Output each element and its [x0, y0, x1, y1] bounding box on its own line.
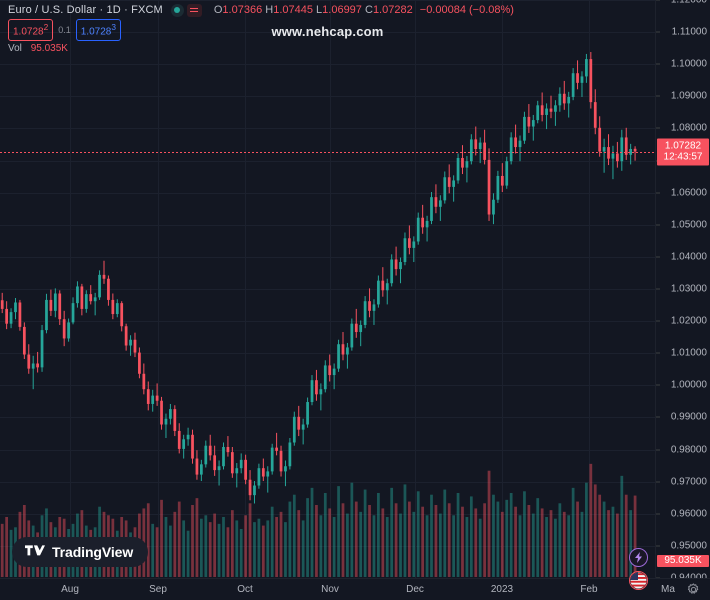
us-flag-icon[interactable]: [629, 571, 648, 590]
price-axis[interactable]: 1.120001.110001.100001.090001.080001.070…: [655, 0, 710, 584]
price-tick-dash: [656, 416, 660, 418]
price-tick-dash: [656, 31, 660, 33]
time-tick-label: Feb: [580, 584, 598, 595]
price-tick-label: 1.12000: [670, 0, 707, 6]
price-tick-dash: [656, 320, 660, 322]
price-tick-dash: [656, 224, 660, 226]
price-tick-dash: [656, 127, 660, 129]
price-tick-label: 1.00000: [670, 379, 707, 391]
candlestick-series: [0, 52, 637, 504]
price-tick-label: 1.08000: [670, 122, 707, 134]
price-tick-label: 1.05000: [670, 219, 707, 231]
price-tick-label: 0.99000: [670, 411, 707, 423]
price-tick-dash: [656, 63, 660, 65]
price-tick-dash: [656, 256, 660, 258]
price-tick-label: 1.01000: [670, 347, 707, 359]
chart-gridlines: [0, 0, 655, 578]
time-tick-label: 2023: [490, 584, 514, 595]
price-tick-dash: [656, 481, 660, 483]
price-tick-label: 1.06000: [670, 187, 707, 199]
chart-plot-area[interactable]: [0, 0, 655, 578]
price-tick-dash: [656, 384, 660, 386]
time-tick-label: Aug: [61, 584, 79, 595]
lightning-bolt-icon[interactable]: [629, 548, 648, 567]
price-tick-dash: [656, 352, 660, 354]
price-tick-dash: [656, 545, 660, 547]
price-tick-dash: [656, 288, 660, 290]
price-tick-label: 0.98000: [670, 444, 707, 456]
price-tick-label: 1.03000: [670, 283, 707, 295]
current-price-line: [0, 152, 655, 153]
current-price-badge-time: 12:43:57: [663, 151, 703, 162]
current-price-badge[interactable]: 1.07282 12:43:57: [657, 138, 709, 165]
us-flag-glyph: [630, 572, 647, 589]
current-price-badge-price: 1.07282: [664, 140, 702, 151]
tradingview-logo-text: TradingView: [52, 544, 134, 560]
price-tick-dash: [656, 0, 660, 1]
price-tick-label: 0.97000: [670, 476, 707, 488]
price-tick-label: 1.09000: [670, 90, 707, 102]
price-tick-label: 1.11000: [671, 26, 707, 38]
time-tick-label: Nov: [321, 584, 339, 595]
volume-badge[interactable]: 95.035K: [657, 555, 709, 567]
price-tick-label: 1.10000: [670, 58, 707, 70]
price-tick-label: 0.95000: [670, 540, 707, 552]
lightning-glyph: [634, 552, 642, 563]
time-tick-label: Ma: [661, 584, 675, 595]
time-tick-label: Sep: [149, 584, 167, 595]
time-axis[interactable]: Aug Sep Oct Nov Dec 2023 Feb Ma: [0, 578, 710, 600]
price-tick-label: 1.02000: [670, 315, 707, 327]
price-tick-dash: [656, 192, 660, 194]
time-tick-label: Oct: [237, 584, 253, 595]
price-tick-dash: [656, 449, 660, 451]
settings-gear-icon[interactable]: [687, 583, 700, 596]
time-tick-label: Dec: [406, 584, 424, 595]
price-tick-dash: [656, 513, 660, 515]
tradingview-logo-icon: [25, 545, 45, 556]
price-tick-label: 0.96000: [670, 508, 707, 520]
price-tick-label: 1.04000: [670, 251, 707, 263]
floating-buttons: [629, 548, 648, 590]
price-tick-dash: [656, 95, 660, 97]
tradingview-logo[interactable]: TradingView: [12, 537, 149, 567]
